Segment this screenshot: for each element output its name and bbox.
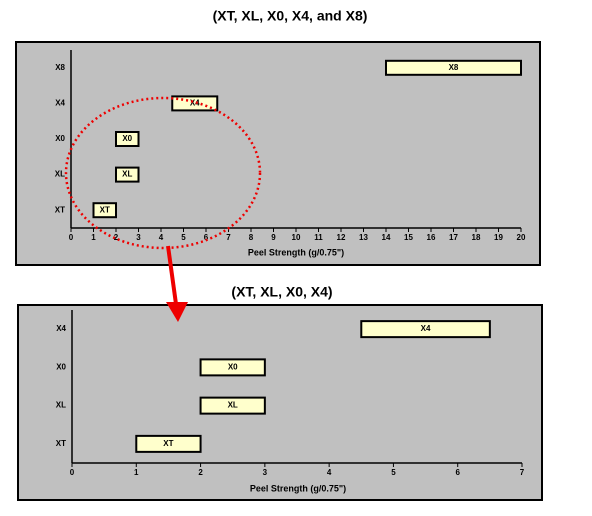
x-tick-label: 19 xyxy=(494,233,503,242)
x-tick-label: 10 xyxy=(292,233,301,242)
x-tick-label: 16 xyxy=(427,233,436,242)
x-tick-label: 7 xyxy=(520,468,525,477)
x-tick-label: 2 xyxy=(198,468,203,477)
x-tick-label: 14 xyxy=(382,233,391,242)
x-tick-label: 8 xyxy=(249,233,254,242)
x-tick-label: 2 xyxy=(114,233,119,242)
bar-label: X0 xyxy=(122,134,132,143)
bar-label: XT xyxy=(163,439,173,448)
x-tick-label: 20 xyxy=(517,233,526,242)
y-tick-label: X4 xyxy=(56,324,66,333)
chart-title: (XT, XL, X0, X4, and X8) xyxy=(213,8,368,24)
y-tick-label: XL xyxy=(56,401,66,410)
x-tick-label: 13 xyxy=(359,233,368,242)
x-tick-label: 4 xyxy=(159,233,164,242)
y-tick-label: X0 xyxy=(56,362,66,371)
x-tick-label: 18 xyxy=(472,233,481,242)
bar xyxy=(385,59,522,76)
x-tick-label: 6 xyxy=(455,468,460,477)
bar-label: XL xyxy=(228,401,238,410)
x-tick-label: 3 xyxy=(263,468,268,477)
bar xyxy=(92,202,117,219)
arrow-head xyxy=(166,302,188,322)
x-axis-label: Peel Strength (g/0.75") xyxy=(248,247,344,257)
x-tick-label: 1 xyxy=(91,233,96,242)
x-tick-label: 11 xyxy=(314,233,323,242)
x-tick-label: 5 xyxy=(181,233,186,242)
bar-label: X0 xyxy=(228,362,238,371)
x-tick-label: 15 xyxy=(404,233,413,242)
x-tick-label: 0 xyxy=(70,468,75,477)
y-tick-label: XT xyxy=(56,439,66,448)
chart-title: (XT, XL, X0, X4) xyxy=(231,284,332,300)
bar xyxy=(199,396,266,415)
bar xyxy=(360,320,491,339)
x-tick-label: 17 xyxy=(449,233,458,242)
arrow-shaft xyxy=(166,245,178,305)
x-tick-label: 9 xyxy=(271,233,276,242)
bar-label: XT xyxy=(100,205,110,214)
x-tick-label: 6 xyxy=(204,233,209,242)
bar-label: XL xyxy=(122,170,132,179)
x-axis-label: Peel Strength (g/0.75") xyxy=(250,483,346,493)
x-tick-label: 5 xyxy=(391,468,396,477)
y-tick-label: X4 xyxy=(55,99,65,108)
x-tick-label: 0 xyxy=(69,233,74,242)
x-tick-label: 4 xyxy=(327,468,332,477)
x-tick-label: 12 xyxy=(337,233,346,242)
y-tick-label: XT xyxy=(55,205,65,214)
bar xyxy=(115,131,140,147)
bar-label: X4 xyxy=(421,324,431,333)
y-tick-label: X0 xyxy=(55,134,65,143)
y-tick-label: XL xyxy=(55,170,65,179)
bar-label: X8 xyxy=(449,63,459,72)
x-tick-label: 3 xyxy=(136,233,141,242)
highlight-ellipse xyxy=(64,96,262,250)
bar xyxy=(115,166,140,183)
x-tick-label: 1 xyxy=(134,468,139,477)
bar-label: X4 xyxy=(190,99,200,108)
bar xyxy=(199,358,266,377)
x-tick-label: 7 xyxy=(226,233,231,242)
bar xyxy=(135,434,202,453)
y-tick-label: X8 xyxy=(55,63,65,72)
